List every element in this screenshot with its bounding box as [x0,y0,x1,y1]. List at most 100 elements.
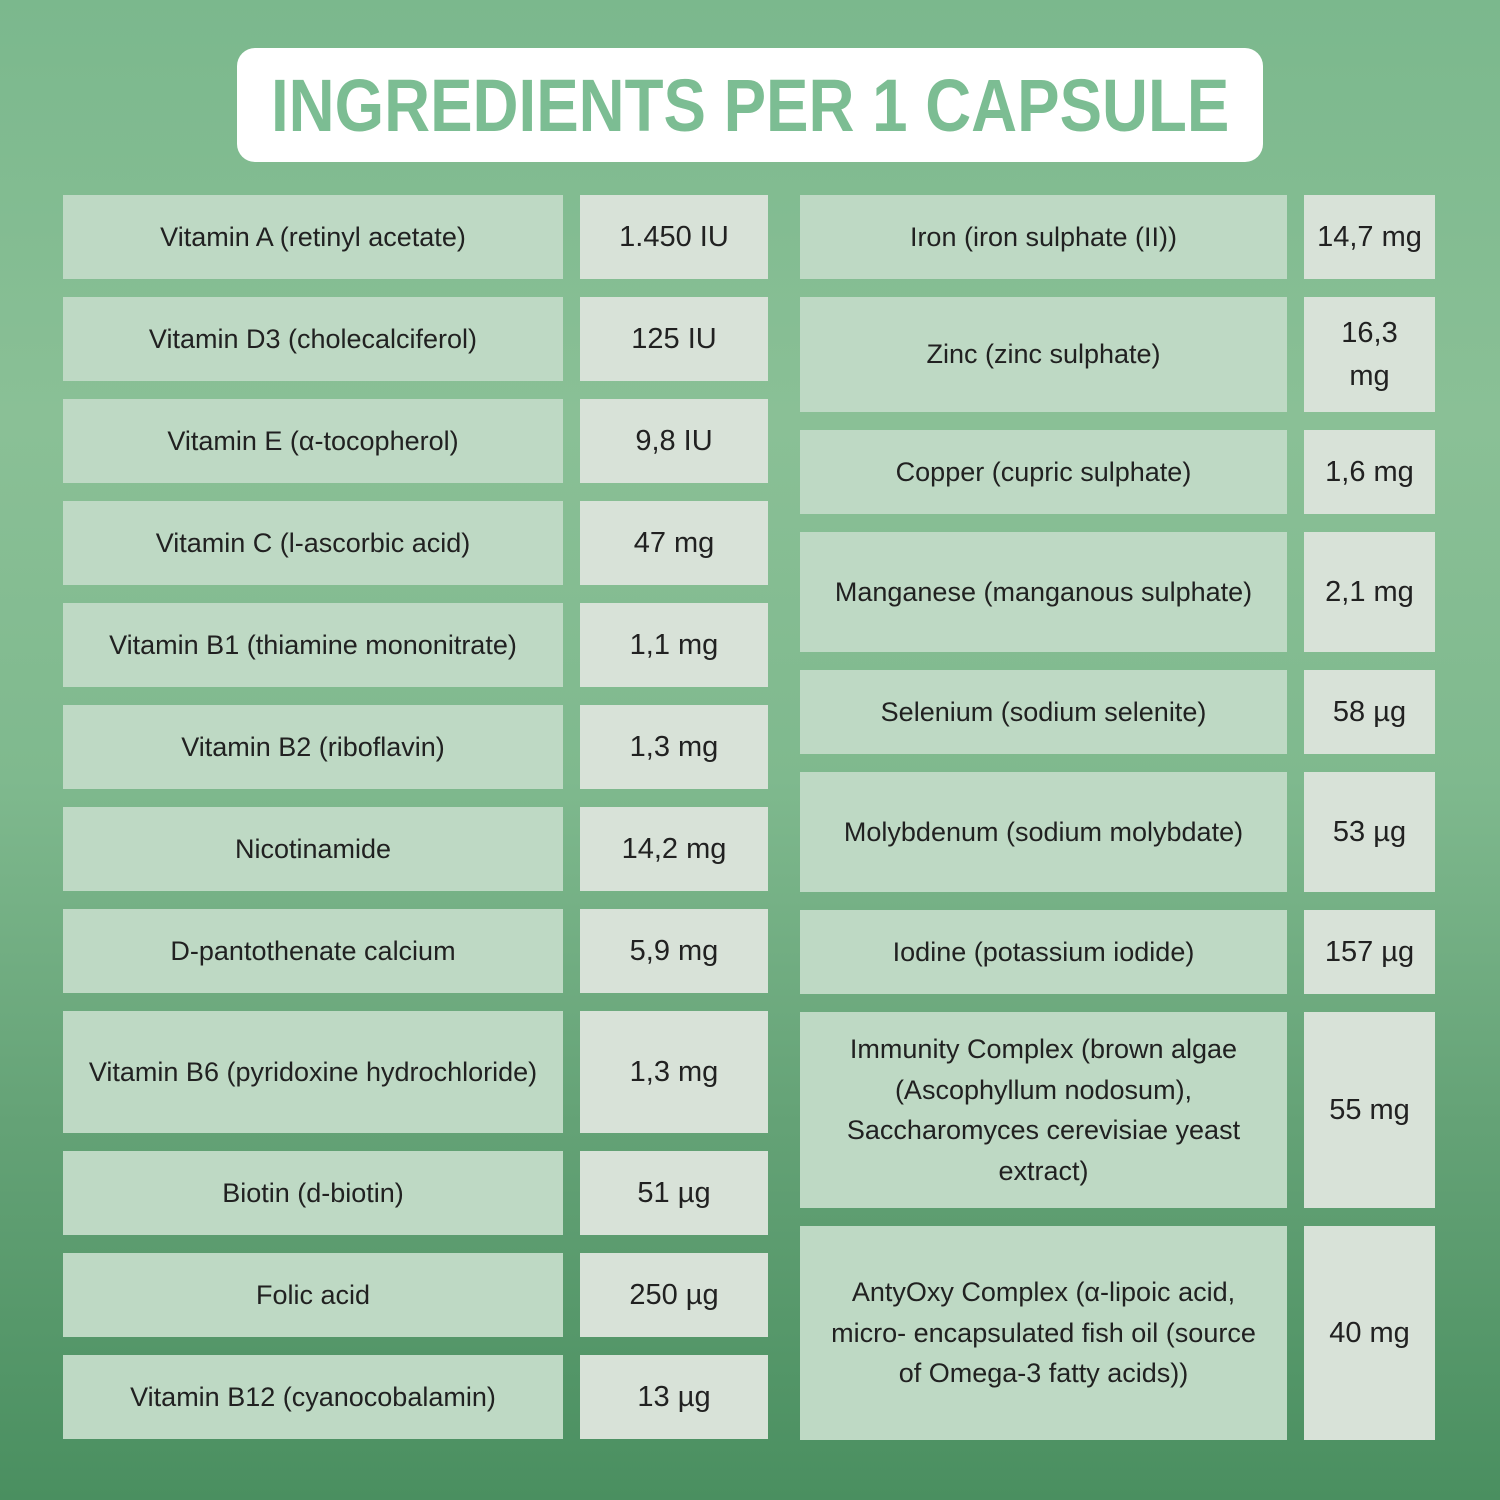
ingredient-name-text: Immunity Complex (brown algae (Ascophyll… [846,1034,1241,1186]
page-title: INGREDIENTS PER 1 CAPSULE [270,63,1230,147]
ingredient-name-cell: Vitamin D3 (cholecalciferol) [63,297,563,381]
ingredient-name-cell: D-pantothenate calcium [63,909,563,993]
ingredient-amount-cell: 58 µg [1304,670,1435,754]
ingredient-name-cell: Folic acid [63,1253,563,1337]
ingredient-row: AntyOxy Complex (α-lipoic acid, micro- e… [800,1226,1435,1440]
ingredient-name-cell: Vitamin A (retinyl acetate) [63,195,563,279]
ingredient-name-text: Molybdenum (sodium molybdate) [843,816,1244,847]
ingredient-amount-cell: 125 IU [580,297,768,381]
ingredient-amount-cell: 5,9 mg [580,909,768,993]
ingredient-name-text: Iron (iron sulphate (II)) [909,221,1178,252]
ingredient-name-text: D-pantothenate calcium [170,935,456,966]
ingredient-amount-text: 14,7 mg [1317,220,1422,253]
ingredient-name-text: Biotin (d-biotin) [222,1177,404,1208]
ingredient-amount-cell: 1,6 mg [1304,430,1435,514]
ingredient-name-text: Vitamin E (α-tocopherol) [167,425,459,456]
ingredient-amount-text: 2,1 mg [1325,575,1414,608]
ingredient-amount-cell: 2,1 mg [1304,532,1435,652]
ingredient-name-cell: Vitamin B6 (pyridoxine hydrochloride) [63,1011,563,1133]
ingredient-amount-cell: 157 µg [1304,910,1435,994]
ingredient-row: Iodine (potassium iodide) 157 µg [800,910,1435,994]
ingredient-name-text: Zinc (zinc sulphate) [926,339,1161,370]
ingredient-name-text: Vitamin C (l-ascorbic acid) [155,527,471,558]
ingredient-amount-text: 13 µg [637,1380,711,1413]
ingredient-amount-text: 47 mg [633,526,715,559]
ingredient-name-cell: Iodine (potassium iodide) [800,910,1287,994]
ingredient-row: Manganese (manganous sulphate) 2,1 mg [800,532,1435,652]
ingredient-name-cell: Vitamin E (α-tocopherol) [63,399,563,483]
ingredient-row: Vitamin B12 (cyanocobalamin) 13 µg [63,1355,768,1439]
ingredient-amount-text: 16,3 mg [1341,317,1398,392]
ingredient-amount-text: 125 IU [631,322,717,355]
ingredient-row: Vitamin D3 (cholecalciferol) 125 IU [63,297,768,381]
ingredient-amount-cell: 1.450 IU [580,195,768,279]
ingredient-name-text: Vitamin B1 (thiamine mononitrate) [109,629,517,660]
ingredient-amount-text: 157 µg [1324,935,1415,968]
ingredient-row: Vitamin C (l-ascorbic acid) 47 mg [63,501,768,585]
ingredient-name-cell: Selenium (sodium selenite) [800,670,1287,754]
ingredient-row: Nicotinamide 14,2 mg [63,807,768,891]
ingredient-amount-cell: 40 mg [1304,1226,1435,1440]
ingredient-name-cell: Immunity Complex (brown algae (Ascophyll… [800,1012,1287,1208]
ingredient-amount-cell: 1,3 mg [580,1011,768,1133]
ingredient-row: Folic acid 250 µg [63,1253,768,1337]
ingredient-amount-cell: 51 µg [580,1151,768,1235]
ingredient-row: Immunity Complex (brown algae (Ascophyll… [800,1012,1435,1208]
title-banner: INGREDIENTS PER 1 CAPSULE [237,48,1263,162]
ingredient-amount-cell: 13 µg [580,1355,768,1439]
ingredient-row: D-pantothenate calcium 5,9 mg [63,909,768,993]
ingredient-name-cell: Vitamin C (l-ascorbic acid) [63,501,563,585]
ingredient-amount-cell: 14,7 mg [1304,195,1435,279]
ingredient-amount-text: 1,1 mg [629,628,719,661]
ingredient-name-cell: AntyOxy Complex (α-lipoic acid, micro- e… [800,1226,1287,1440]
ingredient-name-text: Copper (cupric sulphate) [895,456,1192,487]
ingredient-name-cell: Molybdenum (sodium molybdate) [800,772,1287,892]
ingredient-row: Vitamin B6 (pyridoxine hydrochloride) 1,3… [63,1011,768,1133]
ingredients-column-left: Vitamin A (retinyl acetate) 1.450 IU Vitam… [63,195,768,1439]
ingredient-amount-text: 5,9 mg [629,934,719,967]
ingredient-name-cell: Nicotinamide [63,807,563,891]
ingredient-row: Zinc (zinc sulphate) 16,3 mg [800,297,1435,412]
ingredient-amount-text: 40 mg [1329,1316,1410,1349]
ingredient-amount-text: 250 µg [629,1278,719,1311]
ingredient-amount-text: 14,2 mg [621,832,727,865]
ingredient-row: Copper (cupric sulphate) 1,6 mg [800,430,1435,514]
ingredient-amount-cell: 250 µg [580,1253,768,1337]
ingredient-name-cell: Iron (iron sulphate (II)) [800,195,1287,279]
ingredient-amount-cell: 47 mg [580,501,768,585]
ingredient-row: Molybdenum (sodium molybdate) 53 µg [800,772,1435,892]
ingredient-name-cell: Vitamin B1 (thiamine mononitrate) [63,603,563,687]
ingredient-amount-cell: 1,1 mg [580,603,768,687]
ingredient-row: Vitamin A (retinyl acetate) 1.450 IU [63,195,768,279]
ingredient-name-text: Vitamin D3 (cholecalciferol) [148,323,478,354]
ingredient-row: Vitamin B1 (thiamine mononitrate) 1,1 mg [63,603,768,687]
ingredient-row: Vitamin E (α-tocopherol) 9,8 IU [63,399,768,483]
ingredient-name-text: Vitamin B12 (cyanocobalamin) [130,1381,496,1412]
ingredient-name-text: Vitamin B6 (pyridoxine hydrochloride) [88,1056,538,1087]
ingredient-name-cell: Copper (cupric sulphate) [800,430,1287,514]
ingredient-name-text: Iodine (potassium iodide) [892,936,1195,967]
ingredient-name-cell: Zinc (zinc sulphate) [800,297,1287,412]
ingredient-amount-text: 53 µg [1332,815,1407,848]
ingredient-amount-text: 1,6 mg [1325,455,1414,488]
ingredient-amount-text: 9,8 IU [635,424,713,457]
ingredient-amount-text: 55 mg [1329,1093,1410,1126]
ingredient-amount-cell: 14,2 mg [580,807,768,891]
ingredient-amount-text: 1,3 mg [629,730,719,763]
ingredient-amount-cell: 1,3 mg [580,705,768,789]
ingredient-amount-cell: 55 mg [1304,1012,1435,1208]
ingredient-row: Iron (iron sulphate (II)) 14,7 mg [800,195,1435,279]
ingredients-column-right: Iron (iron sulphate (II)) 14,7 mg Zinc (zi… [800,195,1435,1440]
ingredient-amount-cell: 53 µg [1304,772,1435,892]
ingredient-row: Vitamin B2 (riboflavin) 1,3 mg [63,705,768,789]
ingredient-amount-text: 1.450 IU [619,220,729,253]
ingredient-name-text: AntyOxy Complex (α-lipoic acid, micro- e… [831,1277,1256,1389]
ingredient-name-text: Nicotinamide [234,833,392,864]
ingredient-amount-text: 51 µg [637,1176,711,1209]
ingredient-name-cell: Vitamin B2 (riboflavin) [63,705,563,789]
ingredient-name-text: Selenium (sodium selenite) [880,696,1207,727]
ingredient-name-cell: Biotin (d-biotin) [63,1151,563,1235]
ingredient-name-text: Manganese (manganous sulphate) [834,576,1253,607]
ingredient-name-text: Vitamin B2 (riboflavin) [181,731,445,762]
